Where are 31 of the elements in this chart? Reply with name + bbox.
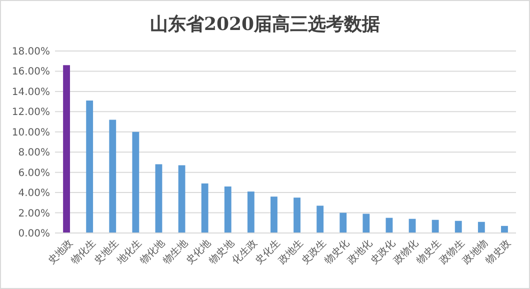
bar bbox=[501, 226, 508, 233]
bar bbox=[201, 183, 208, 233]
bar bbox=[270, 196, 278, 233]
y-tick-label: 6.00% bbox=[18, 168, 50, 179]
bar bbox=[408, 218, 416, 233]
bar bbox=[340, 212, 347, 233]
bar bbox=[155, 164, 162, 233]
y-tick-label: 16.00% bbox=[12, 66, 50, 78]
bar bbox=[63, 65, 70, 233]
y-tick-label: 14.00% bbox=[12, 86, 50, 98]
bar bbox=[247, 192, 254, 233]
bar bbox=[386, 218, 393, 233]
y-tick-label: 18.00% bbox=[12, 46, 50, 58]
bar bbox=[454, 220, 462, 233]
bar bbox=[432, 220, 439, 233]
bar bbox=[478, 222, 485, 233]
y-tick-label: 8.00% bbox=[18, 148, 50, 159]
y-tick-label: 4.00% bbox=[18, 188, 50, 200]
y-tick-label: 2.00% bbox=[18, 208, 50, 220]
bar bbox=[362, 214, 370, 233]
bar bbox=[178, 165, 186, 233]
y-tick-label: 0.00% bbox=[18, 228, 50, 240]
bar bbox=[86, 100, 94, 233]
chart-title: 山东省2020届高三选考数据 bbox=[150, 14, 380, 35]
bar bbox=[224, 186, 232, 233]
bar bbox=[132, 132, 140, 233]
bar bbox=[316, 206, 324, 233]
y-tick-label: 12.00% bbox=[12, 107, 50, 118]
bar bbox=[109, 120, 116, 233]
bar bbox=[294, 198, 300, 233]
y-tick-label: 10.00% bbox=[12, 127, 50, 138]
